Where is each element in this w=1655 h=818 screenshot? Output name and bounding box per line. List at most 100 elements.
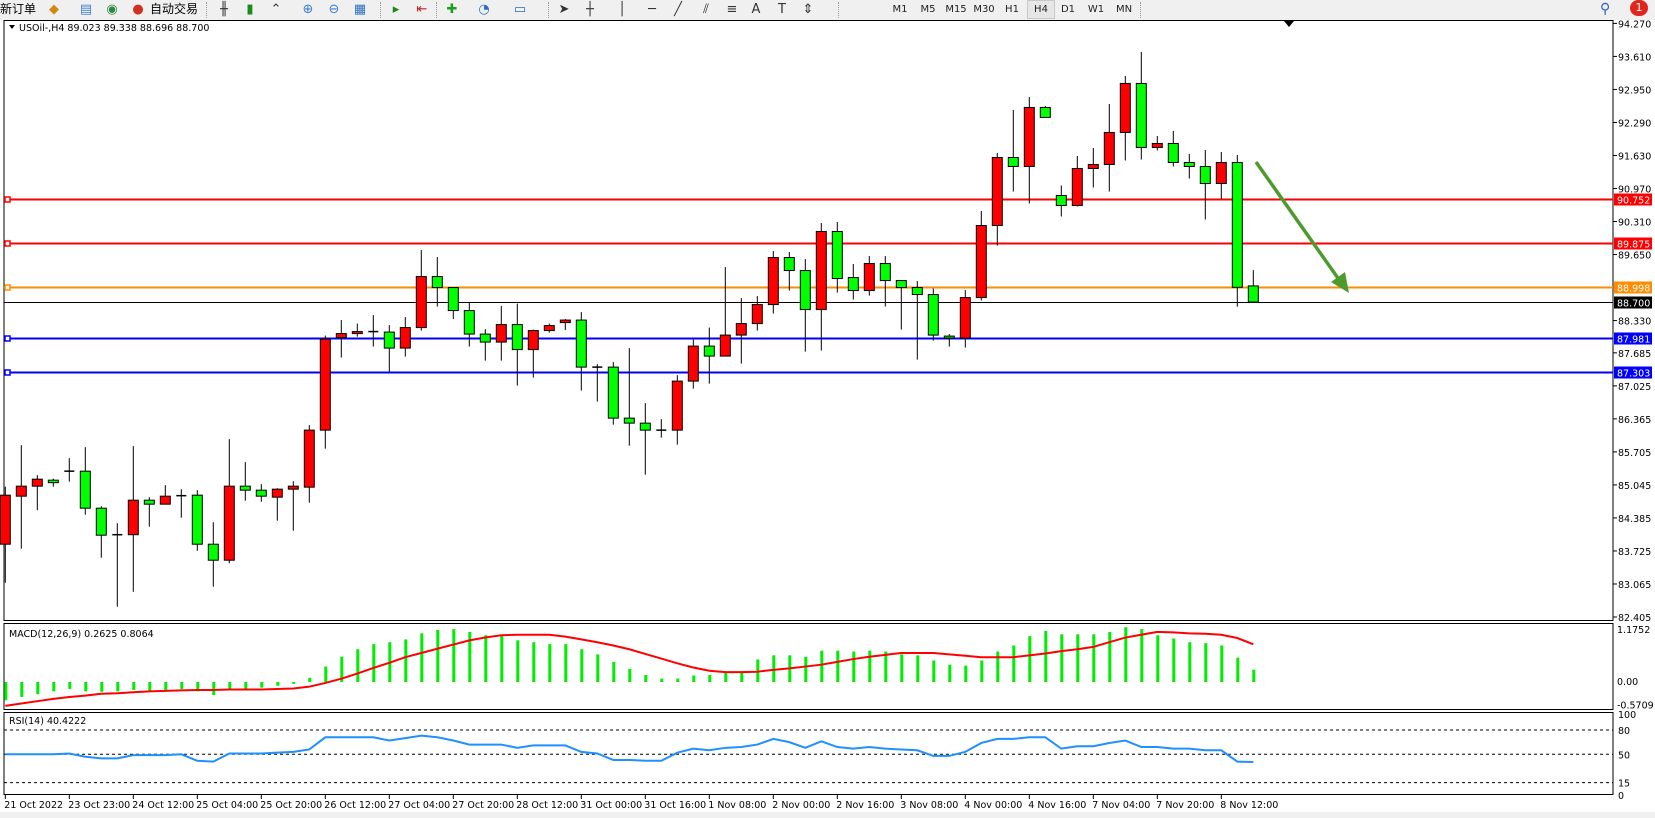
macd-histogram-bar <box>1044 630 1048 682</box>
candle-body <box>943 335 955 339</box>
new-order-button[interactable]: 新订单 <box>0 2 37 16</box>
candle <box>303 425 315 503</box>
vertical-line-icon[interactable]: │ <box>618 2 626 17</box>
timeframe-h4[interactable]: H4 <box>1027 0 1055 19</box>
timeframe-m15[interactable]: M15 <box>945 4 967 15</box>
templates-icon[interactable]: ▭ <box>513 2 527 17</box>
separator <box>206 2 208 18</box>
timeframe-w1[interactable]: W1 <box>1087 4 1105 15</box>
separator <box>548 2 550 18</box>
periods-icon[interactable]: ◔ <box>478 2 490 17</box>
price-level-badge <box>1614 296 1652 309</box>
line-handle-icon[interactable] <box>4 369 11 376</box>
chart-shift-icon[interactable]: ⇤ <box>416 2 428 17</box>
candle <box>1151 135 1163 151</box>
candle-body <box>815 231 827 311</box>
candle-body <box>735 323 747 336</box>
timeframe-mn[interactable]: MN <box>1115 4 1133 15</box>
x-tick-label: 26 Oct 12:00 <box>324 800 386 811</box>
trend-arrow[interactable] <box>1254 160 1342 283</box>
signals-icon[interactable]: ◉ <box>106 2 118 17</box>
line-handle-icon[interactable] <box>4 240 11 247</box>
macd-histogram-bar <box>180 682 184 690</box>
x-tick-label: 8 Nov 12:00 <box>1220 800 1278 811</box>
timeframe-d1[interactable]: D1 <box>1060 4 1076 15</box>
y-tick-label: 90.310 <box>1618 218 1651 229</box>
candle <box>751 296 763 331</box>
macd-histogram-bar <box>596 654 600 682</box>
collapse-triangle-icon[interactable] <box>9 25 15 29</box>
macd-histogram-bar <box>1156 635 1160 682</box>
candle-body <box>255 489 267 497</box>
timeframe-m1[interactable]: M1 <box>892 4 908 15</box>
status-strip <box>0 812 1655 818</box>
macd-histogram-bar <box>964 665 968 682</box>
horizontal-line-icon[interactable]: ─ <box>648 2 656 17</box>
crosshair-icon[interactable]: ┼ <box>586 2 594 17</box>
line-handle-icon[interactable] <box>4 284 11 291</box>
candle <box>815 223 827 351</box>
auto-trading-button[interactable]: 自动交易 <box>150 2 199 16</box>
y-tick-label: 84.385 <box>1618 514 1651 525</box>
candle <box>31 475 43 511</box>
macd-histogram-bar <box>804 656 808 682</box>
timeframe-m30[interactable]: M30 <box>973 4 995 15</box>
candle-body <box>639 422 651 431</box>
cursor-icon[interactable]: ➤ <box>558 2 570 17</box>
macd-histogram-bar <box>868 650 872 682</box>
candle <box>1167 130 1179 167</box>
candle <box>592 364 603 402</box>
macd-histogram-bar <box>1092 634 1096 682</box>
candle <box>47 478 59 487</box>
timeframe-h1[interactable]: H1 <box>1005 4 1019 15</box>
fibonacci-icon[interactable]: ≡ <box>726 2 738 17</box>
text-icon[interactable]: A <box>751 2 761 17</box>
candle <box>143 497 155 527</box>
indicators-icon[interactable]: ✚ <box>446 2 458 17</box>
macd-histogram-bar <box>900 654 904 682</box>
arrows-icon[interactable]: ⇕ <box>802 2 814 17</box>
macd-histogram-bar <box>996 651 1000 682</box>
candle-body <box>1215 161 1227 184</box>
line-chart-icon[interactable]: ⌃ <box>270 2 282 17</box>
candle <box>1119 75 1131 161</box>
macd-histogram-bar <box>708 674 712 682</box>
candle <box>255 484 267 502</box>
x-tick-label: 2 Nov 00:00 <box>772 800 830 811</box>
candle <box>943 334 955 347</box>
zoom-out-icon[interactable]: ⊖ <box>328 2 340 17</box>
candle-body <box>1039 106 1051 118</box>
macd-histogram-bar <box>532 642 536 682</box>
timeframe-m5[interactable]: M5 <box>920 4 936 15</box>
line-handle-icon[interactable] <box>4 335 11 342</box>
candle <box>383 325 395 373</box>
notification-badge[interactable]: 1 <box>1630 0 1648 16</box>
candle <box>575 312 587 391</box>
trendline-icon[interactable]: ╱ <box>674 2 682 17</box>
terminal-icon[interactable]: ▤ <box>79 2 93 17</box>
candle-body <box>1023 106 1035 167</box>
candlestick-icon[interactable]: ▮ <box>246 2 254 17</box>
metaeditor-icon[interactable]: ◆ <box>49 2 59 17</box>
text-label-icon[interactable]: T <box>778 2 786 17</box>
price-level-label: 88.998 <box>1617 284 1650 295</box>
macd-histogram-bar <box>644 674 648 682</box>
chart-shift-marker-icon[interactable] <box>1284 21 1294 27</box>
search-icon[interactable]: ⚲ <box>1600 1 1611 17</box>
x-tick-label: 27 Oct 04:00 <box>388 800 450 811</box>
auto-trading-icon[interactable]: ● <box>132 2 144 17</box>
candle <box>223 439 235 564</box>
candle-body <box>1135 82 1147 148</box>
auto-scroll-icon[interactable]: ▸ <box>392 2 400 17</box>
zoom-in-icon[interactable]: ⊕ <box>302 2 314 17</box>
candle-body <box>767 257 779 306</box>
candle <box>319 335 331 449</box>
bar-chart-icon[interactable]: ╫ <box>220 2 228 17</box>
candle <box>543 323 555 333</box>
tile-windows-icon[interactable]: ▦ <box>353 2 367 17</box>
equidistant-channel-icon[interactable]: ⫽ <box>703 2 709 17</box>
candle-body <box>783 257 795 272</box>
line-handle-icon[interactable] <box>4 196 11 203</box>
candle <box>879 256 891 307</box>
